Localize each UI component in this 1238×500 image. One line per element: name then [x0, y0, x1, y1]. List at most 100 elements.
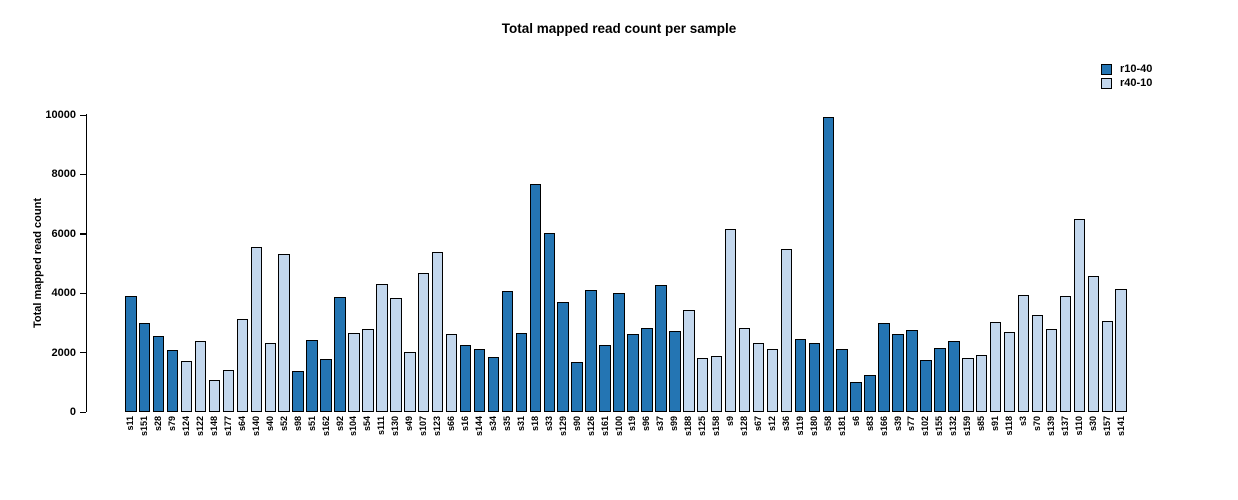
bar-s144 — [473, 349, 486, 412]
bar-s139 — [1045, 328, 1058, 412]
bar-s157 — [1101, 321, 1113, 412]
legend-label-r40-10: r40-10 — [1120, 76, 1153, 89]
x-tick-label-s181: s181 — [836, 416, 847, 437]
x-tick-label-s64: s64 — [236, 416, 247, 432]
x-tick-label-s107: s107 — [418, 416, 429, 437]
bar-s31 — [515, 332, 528, 412]
x-tick-label-s54: s54 — [362, 416, 373, 432]
x-tick-label-s79: s79 — [167, 416, 178, 432]
bar-s151 — [138, 323, 151, 412]
bar-s123 — [431, 251, 444, 412]
bar-s92 — [334, 297, 346, 412]
bar-s85 — [975, 354, 988, 412]
bar-s124 — [180, 360, 193, 412]
bar-s158 — [710, 355, 723, 412]
x-tick-label-s118: s118 — [1004, 416, 1015, 436]
y-axis-title: Total mapped read count — [32, 198, 44, 328]
bar-s111 — [376, 284, 388, 412]
x-tick-label-s28: s28 — [153, 416, 164, 432]
legend-item-r40-10: r40-10 — [1101, 76, 1152, 90]
y-tick-label: 6000 — [51, 227, 76, 240]
x-tick-label-s37: s37 — [655, 416, 666, 432]
x-tick-label-s104: s104 — [348, 416, 359, 437]
y-tick-label: 8000 — [51, 168, 76, 181]
x-tick-label-s30: s30 — [1087, 416, 1098, 432]
x-tick-label-s144: s144 — [474, 416, 484, 437]
bar-s98 — [292, 371, 304, 412]
bar-s118 — [1003, 331, 1016, 412]
x-tick-label-s18: s18 — [529, 416, 540, 432]
x-tick-label-s122: s122 — [195, 416, 205, 437]
x-tick-label-s11: s11 — [125, 416, 136, 431]
x-tick-label-s151: s151 — [139, 416, 150, 437]
x-tick-label-s96: s96 — [641, 416, 652, 432]
x-tick-label-s6: s6 — [850, 416, 861, 427]
bar-s148 — [208, 379, 221, 412]
x-tick-label-s119: s119 — [794, 416, 805, 436]
x-tick-label-s34: s34 — [487, 416, 498, 432]
bar-s161 — [599, 345, 611, 412]
bar-s66 — [445, 333, 458, 412]
bar-s34 — [487, 357, 500, 412]
x-tick-label-s70: s70 — [1032, 416, 1042, 432]
bar-s188 — [683, 309, 695, 412]
x-tick-label-s66: s66 — [446, 416, 457, 432]
x-tick-label-s100: s100 — [613, 416, 624, 437]
bar-s49 — [404, 352, 416, 412]
x-tick-label-s137: s137 — [1059, 416, 1070, 437]
x-tick-label-s102: s102 — [920, 416, 931, 437]
legend-swatch-r40-10 — [1101, 77, 1112, 89]
x-tick-label-s67: s67 — [753, 416, 763, 432]
y-tick-label: 0 — [69, 406, 76, 418]
x-tick-label-s111: s111 — [376, 416, 387, 436]
x-tick-label-s126: s126 — [585, 416, 596, 437]
x-tick-label-s51: s51 — [306, 416, 317, 432]
bar-s129 — [557, 301, 569, 412]
bar-s40 — [264, 342, 276, 412]
bar-s91 — [989, 322, 1002, 412]
x-tick-label-s166: s166 — [878, 416, 889, 437]
bar-s52 — [278, 253, 290, 412]
y-tick-mark — [80, 292, 86, 294]
bar-s70 — [1031, 315, 1044, 412]
bar-s166 — [878, 323, 890, 412]
x-tick-label-s110: s110 — [1073, 416, 1084, 436]
bar-s11 — [125, 296, 137, 412]
x-tick-label-s128: s128 — [739, 416, 750, 437]
y-tick-label: 10000 — [45, 109, 76, 121]
x-tick-label-s12: s12 — [766, 416, 777, 432]
bar-s137 — [1059, 296, 1072, 412]
x-tick-label-s16: s16 — [460, 416, 471, 432]
chart-title: Total mapped read count per sample — [501, 21, 737, 36]
y-tick-mark — [80, 233, 86, 235]
bar-s126 — [585, 289, 597, 412]
bar-s77 — [906, 330, 918, 412]
x-tick-label-s180: s180 — [808, 416, 819, 437]
bar-s132 — [948, 341, 960, 412]
bar-s119 — [794, 339, 807, 412]
x-tick-label-s40: s40 — [264, 416, 275, 432]
bar-s30 — [1087, 275, 1100, 412]
x-tick-label-s3: s3 — [1018, 416, 1029, 427]
x-tick-label-s159: s159 — [962, 416, 973, 437]
x-tick-label-s177: s177 — [222, 416, 233, 437]
bar-s9 — [724, 229, 737, 412]
x-tick-label-s125: s125 — [697, 416, 708, 437]
bar-s162 — [320, 359, 332, 412]
x-tick-label-s58: s58 — [822, 416, 833, 432]
x-tick-label-s123: s123 — [432, 416, 443, 437]
bar-s99 — [669, 330, 681, 412]
bar-s54 — [362, 329, 374, 412]
x-tick-label-s129: s129 — [557, 416, 568, 437]
bar-s128 — [738, 327, 751, 412]
bar-s12 — [766, 349, 779, 412]
bar-s79 — [166, 349, 179, 412]
bar-s16 — [459, 344, 472, 412]
x-tick-label-s19: s19 — [627, 416, 638, 432]
x-tick-label-s158: s158 — [711, 416, 722, 437]
bar-s83 — [864, 374, 876, 412]
y-tick-mark — [80, 352, 86, 354]
bar-s51 — [306, 339, 318, 412]
x-tick-label-s140: s140 — [250, 416, 261, 437]
x-tick-label-s162: s162 — [320, 416, 331, 437]
